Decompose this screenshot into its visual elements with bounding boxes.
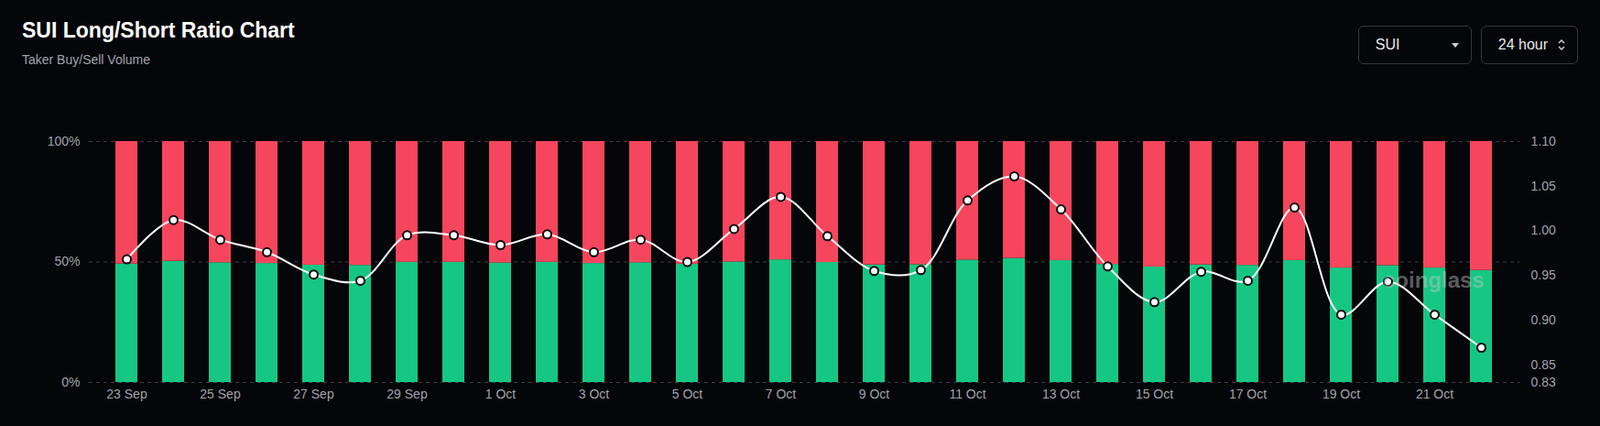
svg-text:9 Oct: 9 Oct — [859, 386, 891, 402]
svg-text:5 Oct: 5 Oct — [672, 386, 704, 402]
html-text:SUI: SUI — [1375, 36, 1400, 53]
svg-text:29 Sep: 29 Sep — [386, 386, 428, 402]
html-text:24 hour: 24 hour — [1498, 36, 1548, 53]
svg-text:17 Oct: 17 Oct — [1229, 386, 1267, 402]
svg-text:0%: 0% — [61, 374, 80, 390]
svg-text:100%: 100% — [47, 133, 81, 149]
html-text:Taker Buy/Sell Volume: Taker Buy/Sell Volume — [21, 52, 151, 67]
svg-text:21 Oct: 21 Oct — [1415, 386, 1454, 402]
html-text:SUI Long/Short Ratio Chart: SUI Long/Short Ratio Chart — [21, 18, 295, 43]
svg-text:19 Oct: 19 Oct — [1322, 386, 1361, 402]
svg-text:13 Oct: 13 Oct — [1042, 386, 1080, 402]
svg-text:1 Oct: 1 Oct — [485, 386, 517, 402]
svg-text:50%: 50% — [54, 253, 80, 269]
svg-text:11 Oct: 11 Oct — [948, 386, 986, 402]
svg-text:0.95: 0.95 — [1531, 267, 1557, 283]
svg-text:1.00: 1.00 — [1531, 222, 1557, 238]
svg-text:0.90: 0.90 — [1531, 312, 1557, 327]
svg-text:0.85: 0.85 — [1531, 356, 1557, 371]
svg-text:1.10: 1.10 — [1531, 133, 1557, 149]
html-text:coinglass: coinglass — [1382, 267, 1485, 293]
svg-text:0.83: 0.83 — [1531, 374, 1557, 390]
svg-text:7 Oct: 7 Oct — [765, 386, 797, 402]
svg-text:15 Oct: 15 Oct — [1135, 386, 1174, 402]
svg-text:1.05: 1.05 — [1531, 178, 1557, 194]
svg-text:27 Sep: 27 Sep — [293, 386, 335, 402]
svg-text:3 Oct: 3 Oct — [578, 386, 610, 402]
svg-text:23 Sep: 23 Sep — [106, 386, 148, 402]
svg-text:25 Sep: 25 Sep — [199, 386, 241, 402]
